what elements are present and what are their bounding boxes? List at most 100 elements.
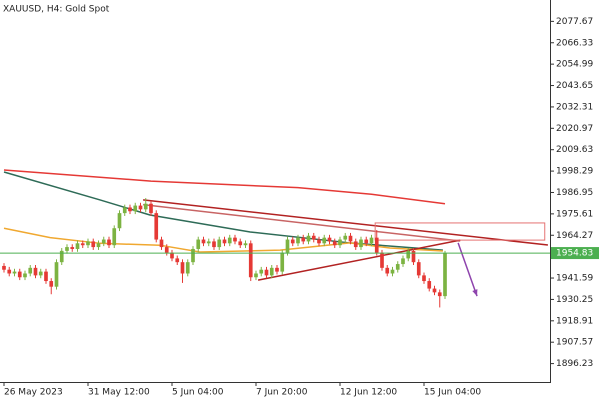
candle-body bbox=[411, 250, 416, 263]
candle-body bbox=[117, 213, 122, 229]
candle-body bbox=[86, 241, 90, 246]
candle-body bbox=[12, 271, 17, 274]
candle-body bbox=[317, 239, 321, 244]
candle-body bbox=[185, 262, 190, 274]
candle-body bbox=[38, 271, 43, 276]
overlay-line bbox=[3, 171, 443, 251]
candle-body bbox=[353, 241, 358, 248]
candle-body bbox=[217, 239, 222, 248]
arrow-head bbox=[472, 289, 478, 297]
candle-body bbox=[154, 213, 159, 240]
chart-title: XAUUSD, H4: Gold Spot bbox=[3, 5, 110, 15]
last-price-label: 1954.83 bbox=[556, 249, 593, 259]
y-tick-label: 1930.25 bbox=[556, 295, 593, 305]
candle-body bbox=[296, 237, 300, 244]
candle-body bbox=[416, 262, 421, 276]
candle-body bbox=[201, 239, 206, 244]
y-tick-label: 1896.23 bbox=[556, 359, 593, 369]
candle-body bbox=[222, 239, 227, 244]
candle-body bbox=[149, 203, 153, 214]
x-tick-label: 15 Jun 04:00 bbox=[424, 388, 481, 398]
candle-body bbox=[364, 239, 369, 244]
candle-body bbox=[54, 262, 59, 287]
candle-body bbox=[406, 250, 411, 259]
candle-body bbox=[91, 241, 96, 248]
y-tick-label: 2054.99 bbox=[556, 60, 593, 70]
candle-body bbox=[212, 241, 216, 248]
y-tick-label: 1975.61 bbox=[556, 209, 593, 219]
candle-body bbox=[59, 250, 64, 263]
candle-body bbox=[380, 252, 384, 268]
y-tick-label: 1964.27 bbox=[556, 231, 593, 241]
candle-body bbox=[23, 273, 27, 278]
candle-body bbox=[191, 248, 195, 263]
overlay-line bbox=[3, 169, 446, 205]
y-tick-label: 1986.95 bbox=[556, 188, 593, 198]
overlay-line bbox=[143, 199, 548, 246]
candle-body bbox=[275, 267, 279, 272]
candle-body bbox=[75, 243, 80, 249]
candle-body bbox=[311, 235, 316, 240]
candle-body bbox=[133, 205, 138, 212]
candle-body bbox=[227, 237, 232, 244]
x-tick-label: 7 Jun 20:00 bbox=[256, 388, 308, 398]
candle-body bbox=[422, 275, 426, 282]
candle-body bbox=[327, 237, 332, 242]
candle-body bbox=[180, 262, 185, 274]
candle-body bbox=[238, 241, 243, 246]
x-tick-label: 5 Jun 04:00 bbox=[172, 388, 224, 398]
candle-body bbox=[259, 269, 264, 274]
candle-body bbox=[338, 239, 342, 246]
candle-body bbox=[175, 258, 180, 263]
candle-body bbox=[206, 241, 211, 244]
candle-body bbox=[28, 267, 33, 274]
candle-body bbox=[285, 239, 290, 253]
candle-body bbox=[17, 271, 22, 278]
zone-rect bbox=[374, 222, 546, 241]
candle-body bbox=[164, 247, 169, 253]
candle-body bbox=[290, 239, 295, 244]
arrow bbox=[457, 242, 478, 297]
candle-body bbox=[65, 247, 69, 251]
y-tick-label: 2077.67 bbox=[556, 17, 593, 27]
candle-body bbox=[80, 243, 85, 246]
last-price-box bbox=[551, 247, 599, 260]
candle-body bbox=[369, 237, 374, 244]
candle-body bbox=[44, 271, 48, 282]
candle-body bbox=[401, 258, 405, 265]
y-tick-label: 1918.91 bbox=[556, 316, 593, 326]
overlay-line bbox=[257, 239, 461, 281]
candle-body bbox=[348, 235, 353, 242]
candle-body bbox=[432, 288, 437, 293]
candle-body bbox=[343, 235, 348, 240]
candle-body bbox=[390, 269, 395, 274]
candle-body bbox=[243, 243, 248, 246]
candle-body bbox=[374, 237, 379, 253]
candle-body bbox=[159, 239, 164, 248]
candle-body bbox=[196, 239, 201, 249]
candle-body bbox=[96, 243, 101, 248]
y-tick-label: 1998.29 bbox=[556, 167, 593, 177]
candle-body bbox=[332, 241, 337, 246]
x-tick-label: 12 Jun 12:00 bbox=[340, 388, 397, 398]
candle-body bbox=[143, 203, 148, 210]
y-tick-label: 2009.63 bbox=[556, 145, 593, 155]
candle-body bbox=[437, 292, 442, 297]
y-tick-label: 2020.97 bbox=[556, 124, 593, 134]
y-tick-label: 2032.31 bbox=[556, 102, 593, 112]
candle-body bbox=[248, 243, 253, 278]
candle-body bbox=[49, 281, 54, 287]
candle-body bbox=[359, 239, 363, 248]
x-tick-label: 26 May 2023 bbox=[4, 388, 63, 398]
candle-body bbox=[269, 267, 274, 276]
candle-body bbox=[7, 269, 12, 274]
y-tick-label: 1941.59 bbox=[556, 274, 593, 284]
candle-body bbox=[306, 235, 311, 242]
candle-body bbox=[138, 205, 143, 210]
candle-body bbox=[385, 267, 390, 274]
candle-body bbox=[301, 237, 306, 242]
overlay-line bbox=[143, 203, 461, 242]
candle-body bbox=[2, 265, 6, 270]
